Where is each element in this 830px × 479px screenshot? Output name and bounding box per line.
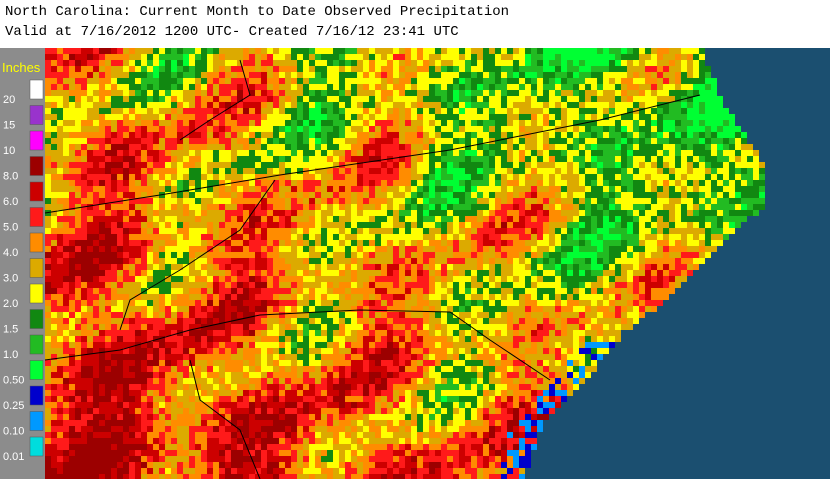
- precip-cells: [45, 48, 699, 479]
- legend-swatch: [29, 258, 44, 278]
- legend-swatch: [29, 436, 44, 457]
- legend-swatch: [29, 130, 44, 151]
- legend-label: 20: [3, 94, 15, 106]
- legend-label: 0.01: [3, 451, 24, 463]
- legend-swatch: [29, 360, 44, 380]
- legend-label: 6.0: [3, 196, 18, 208]
- legend-swatch: [29, 105, 44, 125]
- precip-raster: [45, 48, 765, 479]
- legend-label: 5.0: [3, 222, 18, 234]
- legend-label: 0.25: [3, 400, 24, 412]
- legend-swatch: [29, 411, 44, 431]
- county-line: [179, 59, 251, 141]
- legend-label: 2.0: [3, 298, 18, 310]
- legend-swatch: [29, 309, 44, 329]
- state-line: [119, 179, 276, 331]
- legend-label: 1.0: [3, 349, 18, 361]
- legend-label: 8.0: [3, 171, 18, 183]
- precip-cells: [501, 342, 615, 479]
- map-subtitle: Valid at 7/16/2012 1200 UTC- Created 7/1…: [5, 24, 459, 40]
- legend-swatch: [29, 334, 44, 355]
- legend-swatch: [29, 156, 44, 176]
- legend-label: 10: [3, 145, 15, 157]
- legend-swatch: [29, 283, 44, 304]
- legend-title: Inches: [2, 60, 41, 75]
- precip-cells: [45, 48, 675, 479]
- state-line: [44, 94, 701, 214]
- precip-cells: [507, 342, 609, 479]
- legend-swatch: [29, 207, 44, 227]
- legend-swatch: [29, 385, 44, 406]
- boundaries: [44, 59, 701, 479]
- map-title: North Carolina: Current Month to Date Ob…: [5, 4, 510, 20]
- precip-cells: [135, 48, 765, 420]
- state-line: [44, 309, 551, 381]
- legend-label: 1.5: [3, 324, 18, 336]
- legend-label: 4.0: [3, 247, 18, 259]
- legend-label: 3.0: [3, 273, 18, 285]
- precip-cells: [45, 48, 759, 474]
- precip-cells: [45, 48, 765, 462]
- legend-label: 0.50: [3, 375, 24, 387]
- legend-swatch: [29, 79, 44, 100]
- legend-swatch: [29, 232, 44, 253]
- legend-label: 15: [3, 120, 15, 132]
- legend: 20 15 10 8.0 6.0 5.0 4.0 3.0 2.0 1.5 1.0 0.50 0.25 0.…: [3, 79, 44, 463]
- legend-label: 0.10: [3, 426, 24, 438]
- county-line: [189, 359, 261, 479]
- legend-swatch: [29, 181, 44, 202]
